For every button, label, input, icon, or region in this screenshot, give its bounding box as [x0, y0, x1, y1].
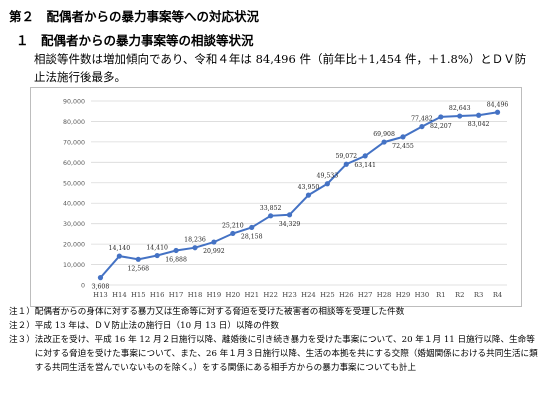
data-point	[494, 109, 501, 115]
x-tick-label: H15	[131, 291, 146, 299]
note-1: 注１） 配偶者からの身体に対する暴力又は生命等に対する脅迫を受けた被害者の相談等…	[9, 305, 539, 319]
note-1-id: 注１）	[9, 307, 35, 317]
x-tick-label: H30	[415, 291, 430, 299]
data-label: 49,533	[317, 173, 339, 180]
series-line	[99, 111, 498, 279]
data-label: 14,410	[146, 245, 168, 252]
subsection-heading: １ 配偶者からの暴力事案等の相談等状況	[16, 33, 254, 48]
x-tick-label: H22	[263, 291, 278, 299]
x-tick-label: R1	[436, 291, 445, 299]
data-point	[173, 247, 179, 254]
data-point	[211, 239, 217, 245]
data-point	[305, 192, 312, 198]
x-tick-label: H14	[112, 291, 127, 299]
x-tick-label: R2	[455, 291, 464, 299]
data-point	[230, 230, 236, 237]
data-label: 82,207	[430, 123, 452, 130]
summary-text: 相談等件数は増加傾向であり、令和４年は 84,496 件（前年比＋1,454 件…	[34, 52, 527, 84]
x-tick-label: H21	[244, 291, 259, 299]
data-point	[286, 212, 293, 218]
x-tick-label: H25	[320, 291, 335, 299]
y-tick-label: 70,000	[63, 139, 85, 146]
data-point	[400, 134, 406, 140]
data-point	[135, 256, 141, 262]
data-label: 20,992	[203, 248, 225, 255]
data-label: 43,950	[298, 184, 320, 191]
data-point	[268, 213, 274, 219]
data-label: 63,141	[354, 162, 376, 169]
note-2-text: 平成 13 年は、ＤＶ防止法の施行日（10 月 13 日）以降の件数	[34, 321, 279, 331]
note-2: 注２） 平成 13 年は、ＤＶ防止法の施行日（10 月 13 日）以降の件数	[9, 319, 539, 333]
data-point	[419, 123, 425, 130]
data-point	[324, 181, 330, 187]
data-point	[343, 161, 349, 167]
data-label: 34,329	[279, 221, 301, 228]
y-tick-label: 10,000	[63, 262, 85, 269]
consultation-count-line-chart: 0 10,000 20,000 30,000 40,000 50,000 60,000 70,…	[63, 99, 509, 300]
data-label: 59,072	[335, 153, 357, 160]
x-tick-label: H20	[226, 291, 241, 299]
y-tick-label: 50,000	[63, 180, 85, 187]
data-label: 69,908	[373, 131, 395, 138]
data-label: 16,888	[165, 256, 187, 263]
data-label: 14,140	[109, 245, 131, 252]
x-tick-label: R4	[493, 291, 502, 299]
note-2-id: 注２）	[9, 321, 35, 331]
y-tick-label: 30,000	[63, 221, 85, 228]
y-tick-label: 40,000	[63, 201, 85, 208]
data-point	[476, 112, 482, 118]
data-label: 28,158	[241, 233, 263, 240]
y-tick-label: 20,000	[63, 242, 85, 249]
notes: 注１） 配偶者からの身体に対する暴力又は生命等に対する脅迫を受けた被害者の相談等…	[9, 305, 539, 375]
chart-container: 0 10,000 20,000 30,000 40,000 50,000 60,000 70,…	[30, 87, 522, 307]
y-tick-label: 0	[81, 283, 85, 290]
note-3: 注３） 法改正を受け、平成 16 年 12 月２日施行以降、離婚後に引き続き暴力…	[9, 333, 539, 375]
x-tick-label: H28	[377, 291, 392, 299]
data-point	[116, 253, 122, 259]
x-tick-label: H29	[396, 291, 411, 299]
x-tick-label: H16	[150, 291, 165, 299]
x-tick-label: H24	[301, 291, 316, 299]
y-tick-label: 90,000	[63, 99, 85, 106]
x-tick-label: H26	[339, 291, 354, 299]
data-label: 82,643	[449, 105, 471, 112]
data-label: 77,482	[411, 116, 433, 123]
data-label: 12,568	[127, 265, 149, 272]
data-point	[438, 114, 444, 120]
data-label: 83,042	[468, 121, 490, 128]
note-3-id: 注３）	[9, 335, 35, 345]
data-label: 72,455	[392, 143, 414, 150]
data-label: 25,210	[222, 222, 244, 229]
data-point	[249, 224, 255, 231]
y-tick-label: 60,000	[63, 160, 85, 167]
x-tick-label: H17	[169, 291, 184, 299]
x-tick-label: H18	[188, 291, 203, 299]
x-tick-label: R3	[474, 291, 483, 299]
data-point	[97, 275, 104, 281]
section-heading: 第２ 配偶者からの暴力事案等への対応状況	[9, 9, 260, 24]
data-label: 33,852	[260, 205, 282, 212]
data-point	[457, 113, 463, 119]
data-label: 84,496	[487, 101, 509, 108]
data-point	[192, 245, 198, 251]
data-label: 3,608	[92, 284, 110, 291]
x-tick-label: H19	[207, 291, 222, 299]
data-point	[154, 252, 160, 259]
x-tick-label: H13	[93, 291, 108, 299]
x-tick-label: H27	[358, 291, 373, 299]
data-point	[381, 139, 387, 145]
y-tick-label: 80,000	[63, 119, 85, 126]
data-label: 18,236	[184, 237, 206, 244]
data-point	[362, 153, 368, 159]
note-1-text: 配偶者からの身体に対する暴力又は生命等に対する脅迫を受けた被害者の相談等を受理し…	[34, 307, 405, 317]
note-3-text: 法改正を受け、平成 16 年 12 月２日施行以降、離婚後に引き続き暴力を受けた…	[34, 335, 538, 373]
x-tick-label: H23	[282, 291, 297, 299]
